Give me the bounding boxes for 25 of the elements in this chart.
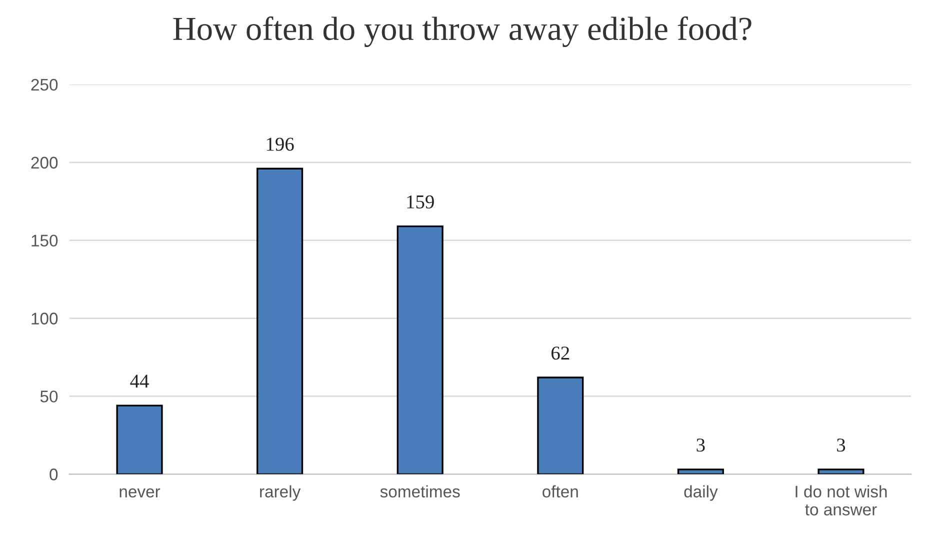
bar xyxy=(677,468,724,474)
bar xyxy=(116,404,163,474)
data-label: 159 xyxy=(407,195,434,208)
bar xyxy=(537,376,584,474)
x-tick-label: rarely xyxy=(260,485,301,501)
data-label: 196 xyxy=(266,138,294,151)
x-tick-label: often xyxy=(542,485,578,498)
data-label: 62 xyxy=(552,346,570,360)
bar xyxy=(818,468,864,474)
data-label: 3 xyxy=(696,438,705,452)
bar xyxy=(256,168,304,474)
y-tick-label: 200 xyxy=(31,156,58,169)
data-label: 3 xyxy=(837,438,846,452)
chart-title: How often do you throw away edible food? xyxy=(173,16,752,48)
y-tick-label: 50 xyxy=(40,390,58,402)
x-tick-label: never xyxy=(120,488,160,498)
x-tick-label: sometimes xyxy=(380,485,460,498)
y-tick-label: 150 xyxy=(32,234,58,247)
y-tick-label: 100 xyxy=(32,312,58,324)
bar xyxy=(396,225,444,474)
data-label: 44 xyxy=(130,374,149,388)
x-tick-label: I do not wish to answer xyxy=(796,485,887,516)
x-tick-label: daily xyxy=(684,485,718,501)
y-tick-label: 0 xyxy=(50,468,58,480)
y-tick-label: 250 xyxy=(31,78,58,91)
